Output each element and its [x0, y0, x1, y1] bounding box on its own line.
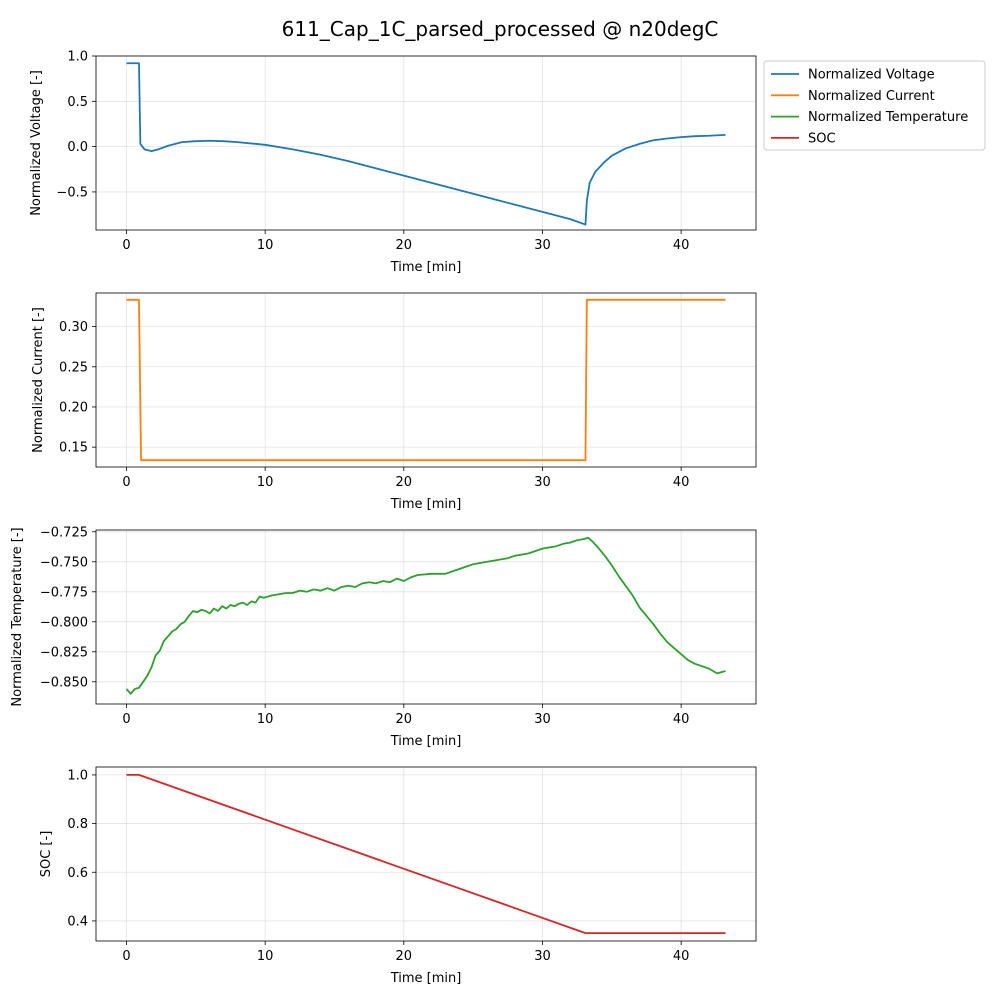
axes-frame [95, 55, 757, 231]
legend-item: Normalized Voltage [771, 68, 935, 83]
y-tick-label: 1.0 [67, 50, 88, 65]
y-tick-label: 0.20 [59, 400, 88, 415]
subplot-4: 0 10 20 30 40 0.4 0.6 0.8 1.0 Time [min] SOC [-] [39, 766, 757, 986]
x-tick-label: 0 [122, 475, 130, 490]
y-tick-label: 0.25 [59, 360, 88, 375]
axes-frame [95, 766, 757, 942]
x-tick-label: 40 [673, 949, 690, 964]
x-tick-label: 0 [122, 712, 130, 727]
x-tick-label: 30 [534, 238, 551, 253]
axes-frame [95, 529, 757, 705]
y-tick-label: −0.5 [56, 185, 88, 200]
x-axis-label: Time [min] [390, 260, 462, 275]
x-tick-label: 20 [396, 712, 413, 727]
series-line-normalized-current [126, 298, 726, 462]
x-tick-label: 0 [122, 949, 130, 964]
x-tick-label: 20 [396, 475, 413, 490]
series-line-soc [126, 774, 726, 934]
y-tick-label: −0.775 [40, 585, 88, 600]
subplot-3: 0 10 20 30 40 −0.850 −0.825 −0.800 −0.775 −0.750 −… [10, 525, 757, 749]
y-axis-label: Normalized Current [-] [31, 307, 46, 453]
y-tick-label: 0.6 [67, 866, 88, 881]
x-tick-label: 40 [673, 712, 690, 727]
x-tick-label: 40 [673, 475, 690, 490]
y-tick-label: 0.0 [67, 140, 88, 155]
y-tick-label: 0.15 [59, 441, 88, 456]
x-tick-label: 30 [534, 949, 551, 964]
x-tick-label: 10 [257, 712, 274, 727]
figure-title: 611_Cap_1C_parsed_processed @ n20degC [282, 17, 719, 41]
x-axis-label: Time [min] [390, 971, 462, 986]
axes-frame [95, 292, 757, 468]
y-tick-label: −0.750 [40, 555, 88, 570]
legend-label: Normalized Current [808, 89, 935, 104]
y-tick-label: 0.4 [67, 914, 88, 929]
legend-item: Normalized Current [771, 89, 935, 104]
legend-label: SOC [808, 131, 836, 146]
y-tick-label: −0.825 [40, 645, 88, 660]
y-tick-label: 0.5 [67, 95, 88, 110]
series-line-normalized-temperature [125, 536, 726, 695]
x-tick-label: 20 [396, 949, 413, 964]
x-tick-label: 30 [534, 475, 551, 490]
x-tick-label: 0 [122, 238, 130, 253]
x-axis-label: Time [min] [390, 497, 462, 512]
x-tick-label: 40 [673, 238, 690, 253]
y-tick-label: 1.0 [67, 768, 88, 783]
legend-item: Normalized Temperature [771, 110, 968, 125]
x-axis-label: Time [min] [390, 734, 462, 749]
y-tick-label: −0.850 [40, 675, 88, 690]
subplot-2: 0 10 20 30 40 0.15 0.20 0.25 0.30 Time [min] Norma… [31, 292, 757, 512]
y-axis-label: Normalized Voltage [-] [29, 70, 44, 216]
x-tick-label: 10 [257, 238, 274, 253]
y-tick-label: −0.800 [40, 615, 88, 630]
y-axis-label: Normalized Temperature [-] [10, 527, 25, 706]
y-tick-label: −0.725 [40, 525, 88, 540]
subplot-1: 0 10 20 30 40 −0.5 0.0 0.5 1.0 Time [min] Normaliz… [29, 50, 757, 275]
series-line-normalized-voltage [126, 62, 726, 226]
subplots: 0 10 20 30 40 −0.5 0.0 0.5 1.0 Time [min] Normaliz… [10, 50, 757, 986]
y-tick-label: 0.30 [59, 320, 88, 335]
legend-item: SOC [771, 131, 836, 146]
legend-frame [763, 60, 986, 151]
legend-label: Normalized Temperature [808, 110, 968, 125]
x-tick-label: 30 [534, 712, 551, 727]
legend: Normalized Voltage Normalized Current Norm… [763, 60, 986, 151]
y-tick-label: 0.8 [67, 817, 88, 832]
x-tick-label: 20 [396, 238, 413, 253]
legend-label: Normalized Voltage [808, 68, 935, 83]
y-axis-label: SOC [-] [39, 831, 54, 878]
x-tick-label: 10 [257, 475, 274, 490]
x-tick-label: 10 [257, 949, 274, 964]
